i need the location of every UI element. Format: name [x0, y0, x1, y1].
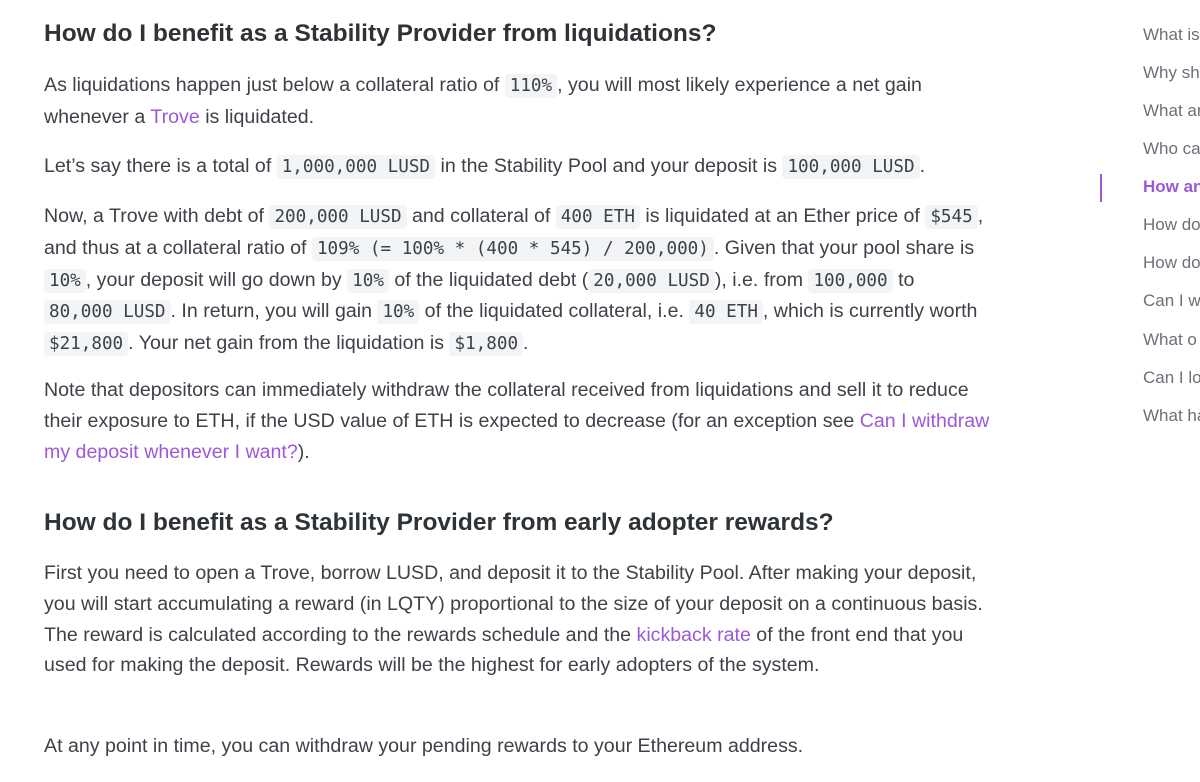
code-decrease: 10%	[347, 268, 389, 293]
paragraph-withdraw-rewards: At any point in time, you can withdraw y…	[44, 735, 804, 757]
toc-active-marker	[1100, 174, 1102, 202]
code-ratio-formula: 109% (= 100% * (400 * 545) / 200,000)	[311, 236, 714, 261]
section-heading-rewards: How do I benefit as a Stability Provider…	[44, 509, 834, 536]
link-withdraw-deposit[interactable]: Can I withdraw my deposit whenever I wan…	[44, 409, 990, 463]
code-debt: 200,000 LUSD	[269, 205, 407, 229]
link-trove[interactable]: Trove	[150, 105, 200, 128]
code-deposit: 100,000 LUSD	[782, 155, 920, 179]
toc-item[interactable]: What o	[1143, 330, 1197, 349]
toc-item[interactable]: How do	[1143, 253, 1200, 272]
toc-item[interactable]: Why sh	[1143, 63, 1200, 82]
toc-item[interactable]: How do	[1143, 215, 1200, 234]
toc-item[interactable]: Can I w	[1143, 291, 1200, 310]
paragraph-pool-total: Let’s say there is a total of 1,000,000 …	[44, 155, 926, 179]
code-eth-gain: 40 ETH	[689, 300, 763, 325]
code-worth: $21,800	[44, 332, 129, 357]
paragraph-example: Now, a Trove with debt of 200,000 LUSD a…	[44, 205, 984, 357]
code-gain-share: 10%	[377, 300, 420, 325]
toc-item[interactable]: What ha	[1143, 406, 1200, 425]
code-collateral-ratio: 110%	[504, 74, 558, 98]
toc-item[interactable]: Can I lo	[1143, 368, 1200, 387]
code-collateral: 400 ETH	[555, 205, 640, 229]
section-heading-liquidations: How do I benefit as a Stability Provider…	[44, 20, 717, 47]
code-to: 80,000 LUSD	[44, 300, 171, 325]
paragraph-liquidation-gain: As liquidations happen just below a coll…	[44, 74, 922, 128]
table-of-contents: What is Why sh What ar Who ca How an How…	[1100, 0, 1200, 782]
code-net-gain: $1,800	[449, 332, 524, 357]
toc-item[interactable]: What is	[1143, 25, 1200, 44]
toc-item[interactable]: What ar	[1143, 101, 1200, 120]
code-from: 100,000	[808, 268, 893, 293]
toc-item[interactable]: Who ca	[1143, 139, 1200, 158]
paragraph-rewards: First you need to open a Trove, borrow L…	[44, 562, 983, 677]
code-ether-price: $545	[925, 205, 978, 229]
link-kickback-rate[interactable]: kickback rate	[636, 623, 751, 646]
code-liquidated-debt: 20,000 LUSD	[588, 268, 715, 293]
paragraph-withdraw-note: Note that depositors can immediately wit…	[44, 379, 990, 463]
toc-item-active[interactable]: How an	[1143, 177, 1200, 196]
code-pool-share: 10%	[44, 268, 86, 293]
code-pool-total: 1,000,000 LUSD	[276, 155, 436, 179]
